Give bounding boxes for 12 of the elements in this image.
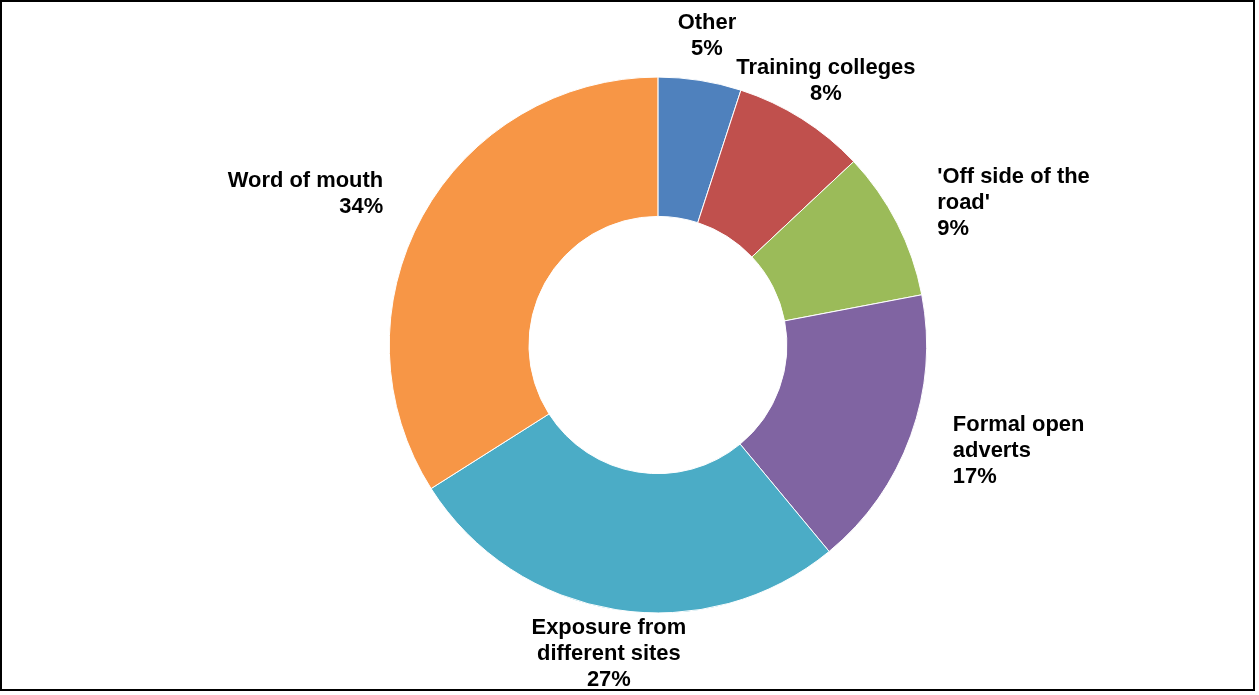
data-label: 9% — [937, 214, 969, 240]
data-label: 17% — [952, 462, 997, 488]
data-label: 27% — [586, 665, 631, 691]
slice-label: Formal open adverts — [952, 411, 1085, 462]
slice-label: Exposure from different sites — [531, 614, 687, 665]
data-label: 34% — [339, 193, 384, 219]
data-label: 5% — [691, 35, 723, 61]
slice-label: Other — [677, 9, 737, 35]
slice-label: Word of mouth — [227, 167, 384, 193]
slice-label: Training colleges — [736, 54, 916, 80]
data-label: 8% — [810, 79, 842, 105]
slice-label: 'Off side of the road' — [937, 163, 1090, 215]
